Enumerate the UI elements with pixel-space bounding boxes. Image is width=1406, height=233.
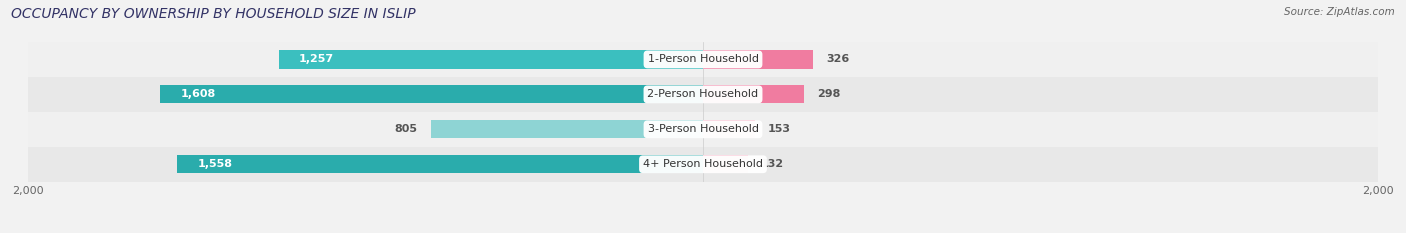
- Text: 298: 298: [817, 89, 841, 99]
- Text: 1,558: 1,558: [197, 159, 232, 169]
- Bar: [160, 85, 703, 103]
- Bar: [703, 85, 804, 103]
- Text: 1,257: 1,257: [299, 55, 335, 64]
- Text: 4+ Person Household: 4+ Person Household: [643, 159, 763, 169]
- Text: 153: 153: [768, 124, 792, 134]
- Bar: [28, 42, 1378, 77]
- Text: Source: ZipAtlas.com: Source: ZipAtlas.com: [1284, 7, 1395, 17]
- Bar: [28, 112, 1378, 147]
- Bar: [278, 50, 703, 69]
- Text: 3-Person Household: 3-Person Household: [648, 124, 758, 134]
- Text: 132: 132: [761, 159, 785, 169]
- Bar: [703, 155, 748, 173]
- Text: OCCUPANCY BY OWNERSHIP BY HOUSEHOLD SIZE IN ISLIP: OCCUPANCY BY OWNERSHIP BY HOUSEHOLD SIZE…: [11, 7, 416, 21]
- Text: 1-Person Household: 1-Person Household: [648, 55, 758, 64]
- Bar: [28, 77, 1378, 112]
- Text: 1,608: 1,608: [180, 89, 217, 99]
- Text: 2-Person Household: 2-Person Household: [647, 89, 759, 99]
- Bar: [703, 120, 755, 138]
- Bar: [432, 120, 703, 138]
- Bar: [177, 155, 703, 173]
- Text: 326: 326: [827, 55, 849, 64]
- Text: 805: 805: [395, 124, 418, 134]
- Bar: [28, 147, 1378, 182]
- Bar: [703, 50, 813, 69]
- Legend: Owner-occupied, Renter-occupied: Owner-occupied, Renter-occupied: [576, 230, 830, 233]
